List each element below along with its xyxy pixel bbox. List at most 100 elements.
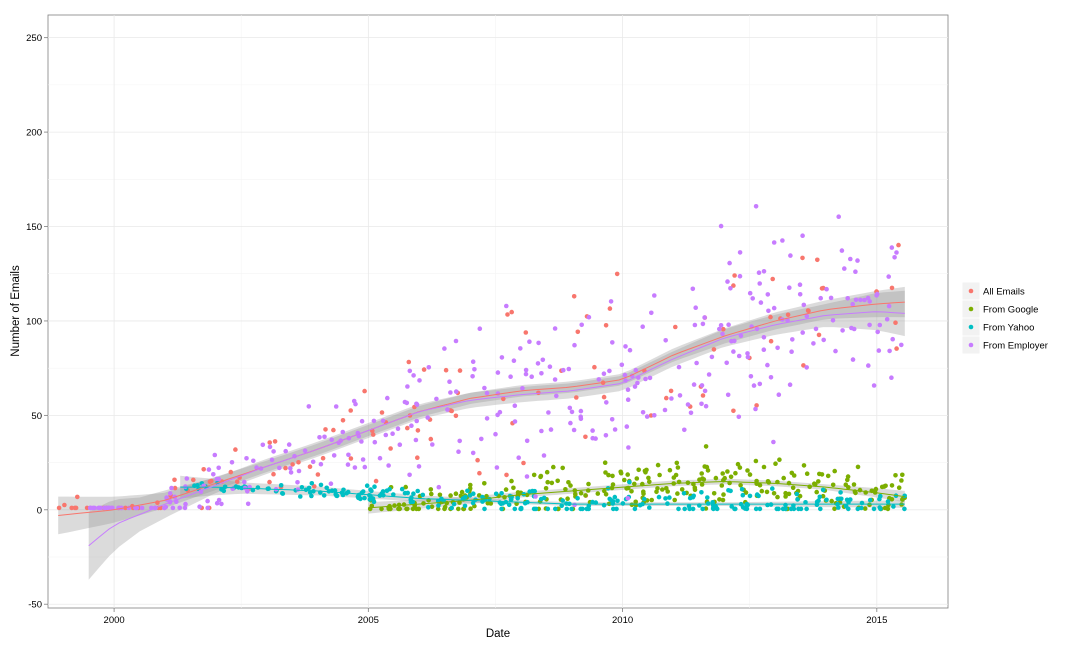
data-point: [857, 487, 863, 493]
data-point: [761, 464, 767, 470]
data-point: [245, 489, 250, 494]
data-point: [818, 506, 823, 512]
data-point: [390, 431, 395, 437]
data-point: [619, 362, 625, 368]
data-point: [457, 368, 463, 373]
data-point: [721, 326, 726, 332]
data-point: [612, 427, 618, 432]
data-point: [92, 505, 97, 511]
data-point: [753, 204, 759, 209]
data-point: [820, 487, 826, 493]
data-point: [234, 479, 240, 485]
data-point: [731, 408, 736, 414]
data-point: [626, 445, 631, 450]
data-point: [675, 491, 680, 496]
data-point: [643, 376, 648, 382]
data-point: [277, 465, 282, 471]
data-point: [535, 361, 541, 366]
data-point: [414, 401, 419, 407]
data-point: [633, 367, 639, 373]
data-point: [865, 295, 871, 301]
data-point: [835, 496, 841, 502]
data-point: [522, 500, 528, 506]
data-point: [219, 501, 224, 507]
data-point: [753, 506, 759, 512]
data-point: [385, 395, 390, 401]
data-point: [704, 464, 710, 470]
legend-label: All Emails: [983, 287, 1025, 298]
data-point: [296, 468, 302, 474]
data-point: [804, 506, 809, 512]
data-point: [836, 505, 841, 510]
legend-label: From Google: [983, 305, 1038, 316]
data-point: [753, 406, 758, 412]
data-point: [245, 501, 251, 507]
data-point: [663, 338, 668, 343]
data-point: [765, 362, 770, 368]
data-point: [632, 506, 638, 512]
data-point: [411, 491, 416, 497]
data-point: [415, 455, 420, 461]
data-point: [618, 470, 624, 476]
data-point: [751, 383, 757, 388]
data-point: [850, 301, 855, 307]
data-point: [69, 505, 74, 511]
data-point: [832, 506, 837, 512]
y-tick-label: 250: [26, 33, 42, 44]
data-point: [893, 320, 898, 326]
data-point: [434, 396, 439, 402]
data-point: [552, 377, 558, 382]
data-point: [360, 489, 366, 494]
data-point: [902, 493, 907, 499]
data-point: [453, 338, 459, 344]
data-point: [761, 269, 767, 274]
data-point: [348, 408, 354, 413]
data-point: [815, 257, 820, 263]
data-point: [699, 401, 704, 407]
data-point: [453, 389, 459, 394]
data-point: [761, 335, 767, 340]
data-point: [414, 418, 420, 424]
data-point: [278, 483, 284, 488]
data-point: [209, 478, 214, 484]
data-point: [380, 418, 386, 424]
data-point: [747, 290, 753, 296]
data-point: [886, 303, 892, 309]
data-point: [780, 506, 786, 512]
data-point: [797, 282, 803, 288]
data-point: [583, 493, 588, 498]
data-point: [497, 409, 503, 415]
data-point: [816, 332, 822, 338]
data-point: [404, 400, 410, 406]
data-point: [306, 404, 312, 409]
data-point: [317, 435, 322, 440]
data-point: [575, 496, 580, 501]
data-point: [859, 505, 864, 511]
data-point: [886, 274, 891, 279]
data-point: [322, 434, 327, 440]
data-point: [728, 474, 734, 480]
data-point: [858, 297, 863, 303]
data-point: [657, 472, 662, 478]
data-point: [545, 506, 551, 512]
data-point: [229, 460, 235, 465]
data-point: [667, 467, 673, 473]
data-point: [803, 500, 808, 505]
data-point: [386, 463, 391, 468]
data-point: [527, 339, 532, 345]
data-point: [759, 488, 765, 494]
data-point: [873, 486, 879, 492]
data-point: [195, 483, 200, 488]
data-point: [299, 485, 305, 490]
data-point: [470, 359, 476, 365]
data-point: [725, 279, 730, 284]
data-point: [731, 283, 736, 288]
data-point: [468, 482, 473, 488]
data-point: [867, 502, 872, 508]
data-point: [406, 359, 412, 365]
data-point: [738, 483, 743, 488]
data-point: [480, 494, 485, 500]
data-point: [640, 410, 646, 415]
data-point: [850, 357, 856, 362]
data-point: [401, 502, 407, 507]
